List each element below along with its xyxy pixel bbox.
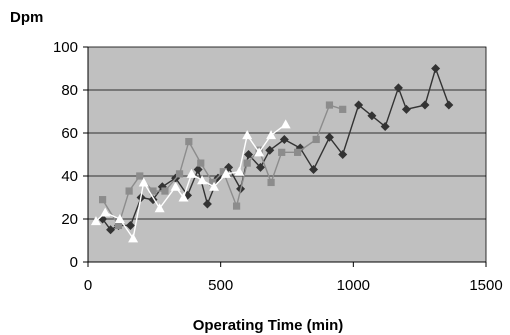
series-3 bbox=[90, 119, 291, 243]
gridlines bbox=[88, 89, 486, 220]
data-point-triangle bbox=[114, 214, 125, 223]
data-point-triangle bbox=[254, 147, 265, 157]
data-point-triangle bbox=[197, 175, 208, 185]
data-point-triangle bbox=[280, 119, 291, 129]
data-point-square bbox=[197, 159, 205, 167]
data-point-square bbox=[175, 170, 184, 178]
data-point-square bbox=[339, 105, 347, 113]
data-point-diamond bbox=[279, 134, 289, 144]
data-point-diamond bbox=[393, 83, 403, 93]
data-point-diamond bbox=[265, 145, 275, 155]
y-tick-label: 100 bbox=[53, 39, 78, 56]
x-tick-label: 1000 bbox=[337, 277, 370, 294]
data-point-square bbox=[185, 138, 193, 146]
x-tick-label: 0 bbox=[84, 277, 92, 294]
data-point-diamond bbox=[431, 64, 441, 73]
y-tick-label: 40 bbox=[61, 168, 78, 185]
x-axis-title: Operating Time (min) bbox=[193, 317, 344, 334]
data-point-square bbox=[312, 135, 320, 144]
data-point-triangle bbox=[186, 168, 197, 178]
data-point-diamond bbox=[324, 132, 334, 142]
data-point-diamond bbox=[338, 150, 348, 159]
data-point-square bbox=[278, 148, 286, 156]
y-axis-title: Dpm bbox=[10, 9, 43, 26]
data-point-triangle bbox=[242, 130, 253, 140]
data-point-diamond bbox=[255, 162, 265, 172]
data-point-triangle bbox=[100, 207, 111, 217]
data-point-diamond bbox=[420, 100, 430, 110]
x-tick-label: 500 bbox=[208, 277, 233, 294]
data-point-triangle bbox=[220, 168, 231, 178]
data-point-square bbox=[325, 101, 334, 109]
plot-area bbox=[87, 46, 487, 263]
data-point-triangle bbox=[128, 233, 139, 243]
data-point-square bbox=[232, 202, 241, 210]
data-point-square bbox=[149, 187, 157, 195]
data-point-diamond bbox=[401, 104, 411, 114]
data-point-diamond bbox=[380, 122, 390, 132]
data-point-triangle bbox=[178, 192, 189, 202]
data-point-diamond bbox=[193, 165, 203, 175]
data-point-square bbox=[219, 168, 227, 176]
data-point-triangle bbox=[170, 181, 181, 191]
data-point-square bbox=[161, 187, 169, 195]
data-point-diamond bbox=[309, 165, 319, 175]
data-point-square bbox=[114, 221, 123, 230]
data-point-diamond bbox=[125, 220, 135, 230]
data-point-square bbox=[136, 172, 144, 180]
data-point-triangle bbox=[266, 130, 277, 140]
data-point-diamond bbox=[367, 111, 377, 121]
series-layer bbox=[90, 64, 454, 243]
data-point-triangle bbox=[154, 203, 165, 213]
data-point-diamond bbox=[354, 100, 364, 110]
y-tick-label: 0 bbox=[70, 254, 78, 271]
data-point-diamond bbox=[202, 199, 212, 209]
data-point-triangle bbox=[138, 177, 149, 187]
data-point-diamond bbox=[244, 150, 254, 159]
data-point-square bbox=[98, 196, 107, 204]
data-point-square bbox=[125, 187, 133, 195]
x-tick-label: 1500 bbox=[469, 277, 502, 294]
y-tick-label: 80 bbox=[61, 82, 78, 99]
data-point-triangle bbox=[90, 216, 101, 226]
data-point-square bbox=[243, 159, 251, 167]
data-point-square bbox=[209, 178, 217, 187]
data-point-square bbox=[267, 178, 275, 187]
data-point-square bbox=[294, 148, 302, 156]
data-point-triangle bbox=[209, 181, 220, 191]
data-point-triangle bbox=[234, 166, 245, 176]
y-tick-label: 20 bbox=[61, 211, 78, 228]
data-point-diamond bbox=[106, 225, 116, 235]
series-1 bbox=[98, 64, 454, 235]
y-tick-label: 60 bbox=[61, 125, 78, 142]
data-point-diamond bbox=[444, 100, 454, 110]
